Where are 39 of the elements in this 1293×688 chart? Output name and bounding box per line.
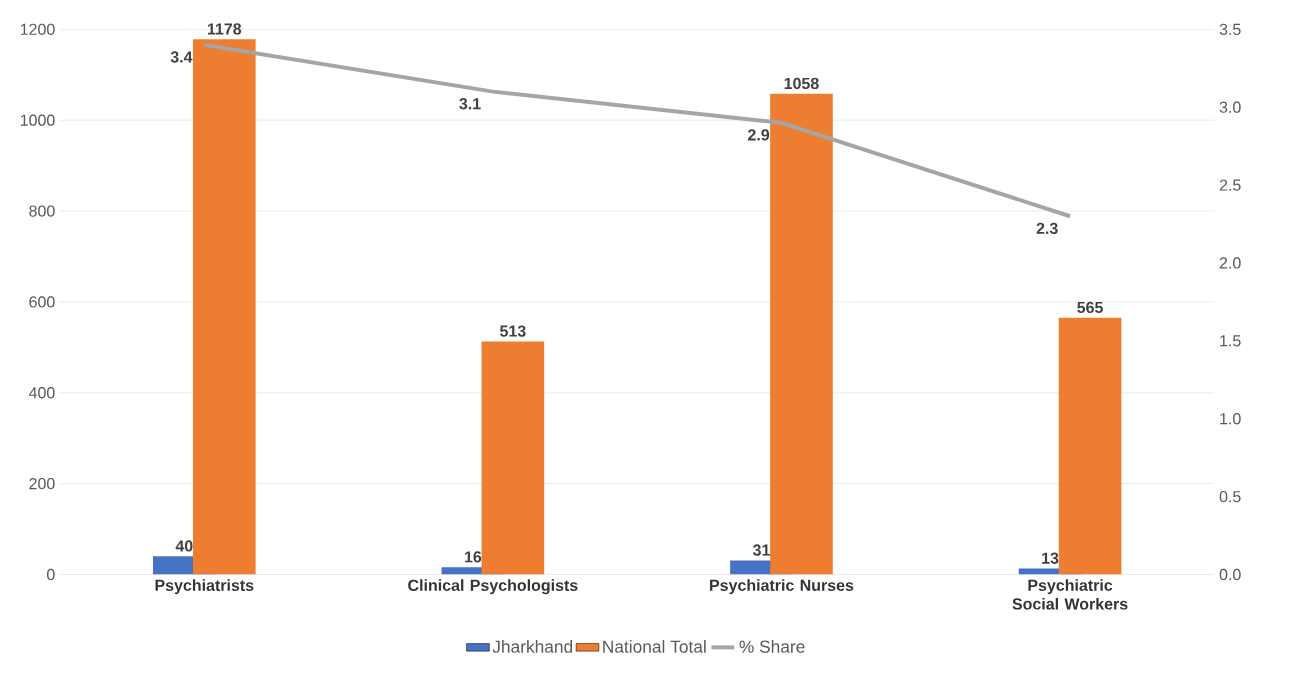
data-label: 1178 <box>207 23 242 35</box>
y-tick-label: 200 <box>29 478 55 490</box>
data-label: 1058 <box>784 77 819 90</box>
data-label: 16 <box>464 551 482 563</box>
legend-label: Jharkhand <box>492 640 573 653</box>
x-tick-label: Psychiatrists <box>155 579 254 595</box>
y2-tick-label: 2.0 <box>1219 257 1241 269</box>
y2-tick-label: 2.5 <box>1219 179 1241 191</box>
legend-label: National Total <box>603 640 706 653</box>
y-tick-label: 600 <box>29 296 55 308</box>
x-tick-label: Clinical Psychologists <box>408 579 578 595</box>
y2-tick-label: 0.0 <box>1219 568 1241 581</box>
data-label: 13 <box>1042 552 1059 564</box>
line-series <box>202 42 1073 219</box>
y-tick-label: 1000 <box>20 114 55 126</box>
x-tick-label: Psychiatric Nurses <box>710 579 854 595</box>
bar <box>192 39 256 575</box>
y-tick-label: 1200 <box>20 23 55 36</box>
y2-tick-label: 1.5 <box>1220 335 1241 347</box>
y2-tick-label: 3.5 <box>1219 23 1241 36</box>
data-label: 2.9 <box>748 129 770 141</box>
data-label: 3.4 <box>170 51 193 63</box>
bar <box>481 341 545 575</box>
data-label: 2.3 <box>1036 222 1058 235</box>
y-tick-label: 400 <box>28 387 55 399</box>
y-tick-label: 800 <box>29 205 55 217</box>
y2-tick-label: 0.5 <box>1219 491 1241 503</box>
y2-tick-label: 1.0 <box>1220 413 1241 425</box>
y-tick-label: 0 <box>47 568 55 581</box>
data-label: 31 <box>752 544 770 556</box>
bar <box>1058 317 1122 575</box>
data-label: 40 <box>175 540 193 552</box>
legend-label: % Share <box>739 640 805 653</box>
y2-tick-label: 3.0 <box>1219 101 1241 113</box>
data-label: 3.1 <box>459 98 481 110</box>
x-tick-label: Psychiatric Social Workers <box>1012 579 1128 610</box>
data-label: 513 <box>500 325 526 337</box>
data-label: 565 <box>1077 301 1103 314</box>
bar <box>770 93 833 575</box>
